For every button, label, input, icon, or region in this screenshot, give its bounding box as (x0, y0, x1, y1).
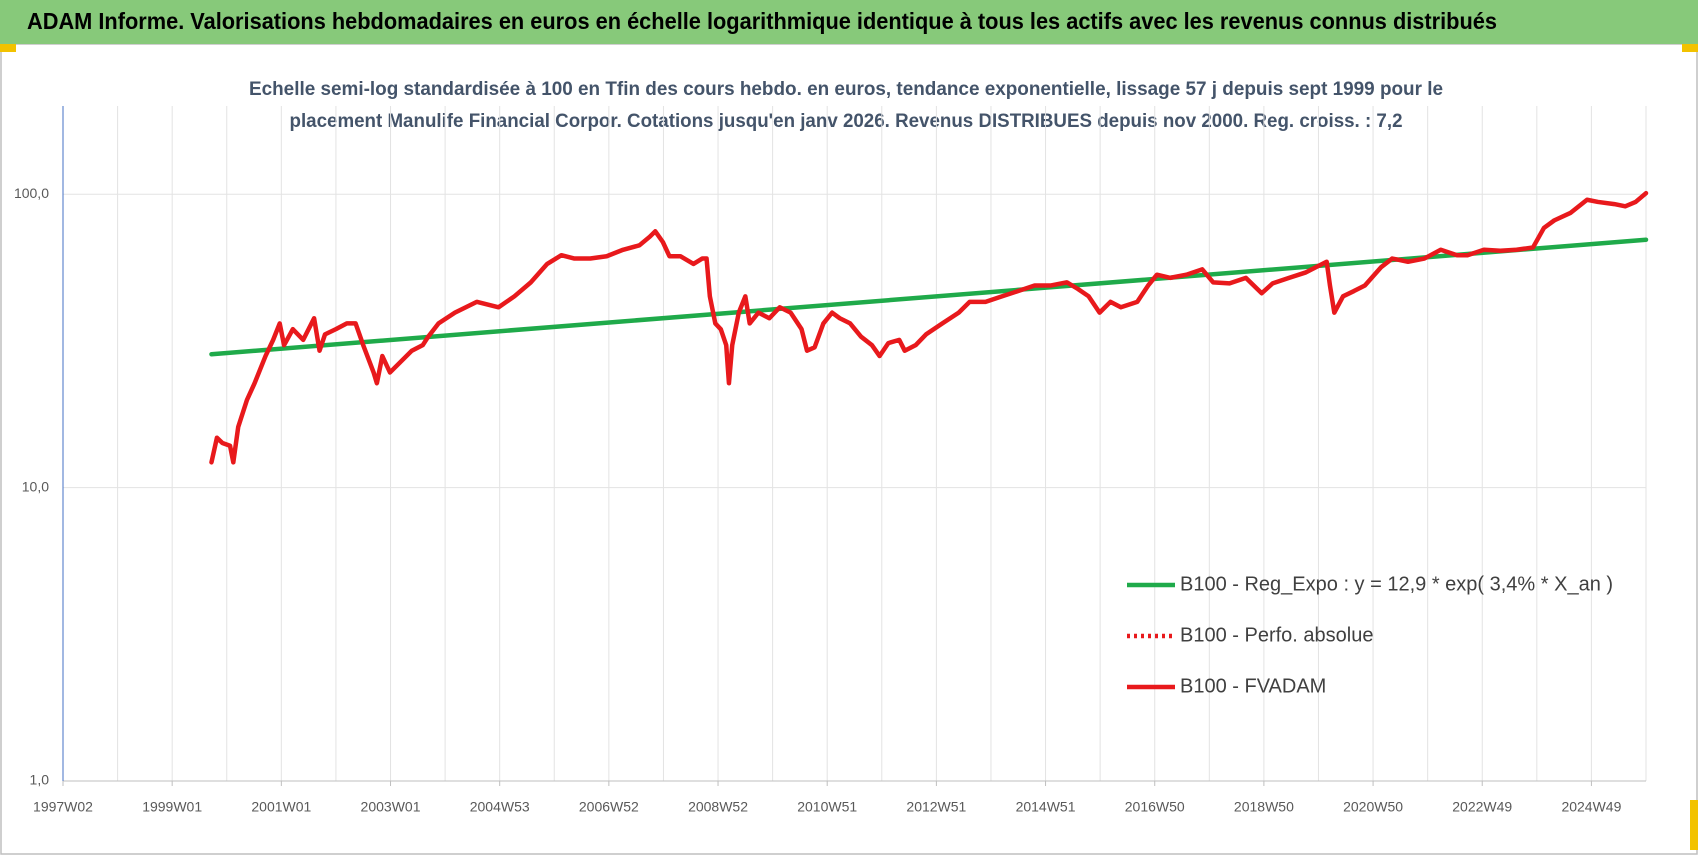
x-tick-label: 2001W01 (251, 799, 311, 815)
x-tick-label: 2018W50 (1234, 799, 1294, 815)
x-tick-label: 1999W01 (142, 799, 202, 815)
corner-mark (1682, 44, 1698, 52)
x-tick-label: 2010W51 (797, 799, 857, 815)
x-tick-label: 2020W50 (1343, 799, 1403, 815)
series-line (209, 190, 1649, 465)
x-tick-label: 2004W53 (470, 799, 530, 815)
corner-mark (1690, 800, 1698, 850)
x-tick-label: 2022W49 (1452, 799, 1512, 815)
x-tick-label: 2008W52 (688, 799, 748, 815)
x-tick-label: 2024W49 (1561, 799, 1621, 815)
legend-label: B100 - Perfo. absolue (1180, 624, 1373, 646)
x-tick-label: 2014W51 (1016, 799, 1076, 815)
y-tick-label: 1,0 (30, 772, 50, 788)
x-tick-label: 1997W02 (33, 799, 93, 815)
chart-subtitle: placement Manulife Financial Corpor. Cot… (290, 111, 1403, 132)
legend-label: B100 - FVADAM (1180, 675, 1326, 697)
header-bar (0, 0, 1698, 44)
chart-subtitle: Echelle semi-log standardisée à 100 en T… (249, 79, 1443, 100)
x-tick-label: 2016W50 (1125, 799, 1185, 815)
series-line (209, 237, 1649, 357)
legend-label: B100 - Reg_Expo : y = 12,9 * exp( 3,4% *… (1180, 573, 1613, 595)
x-tick-label: 2012W51 (906, 799, 966, 815)
corner-mark (0, 44, 16, 52)
x-tick-label: 2003W01 (361, 799, 421, 815)
y-tick-label: 100,0 (14, 185, 49, 201)
chart-title: ADAM Informe. Valorisations hebdomadaire… (27, 8, 1497, 34)
y-tick-label: 10,0 (22, 478, 49, 494)
x-tick-label: 2006W52 (579, 799, 639, 815)
